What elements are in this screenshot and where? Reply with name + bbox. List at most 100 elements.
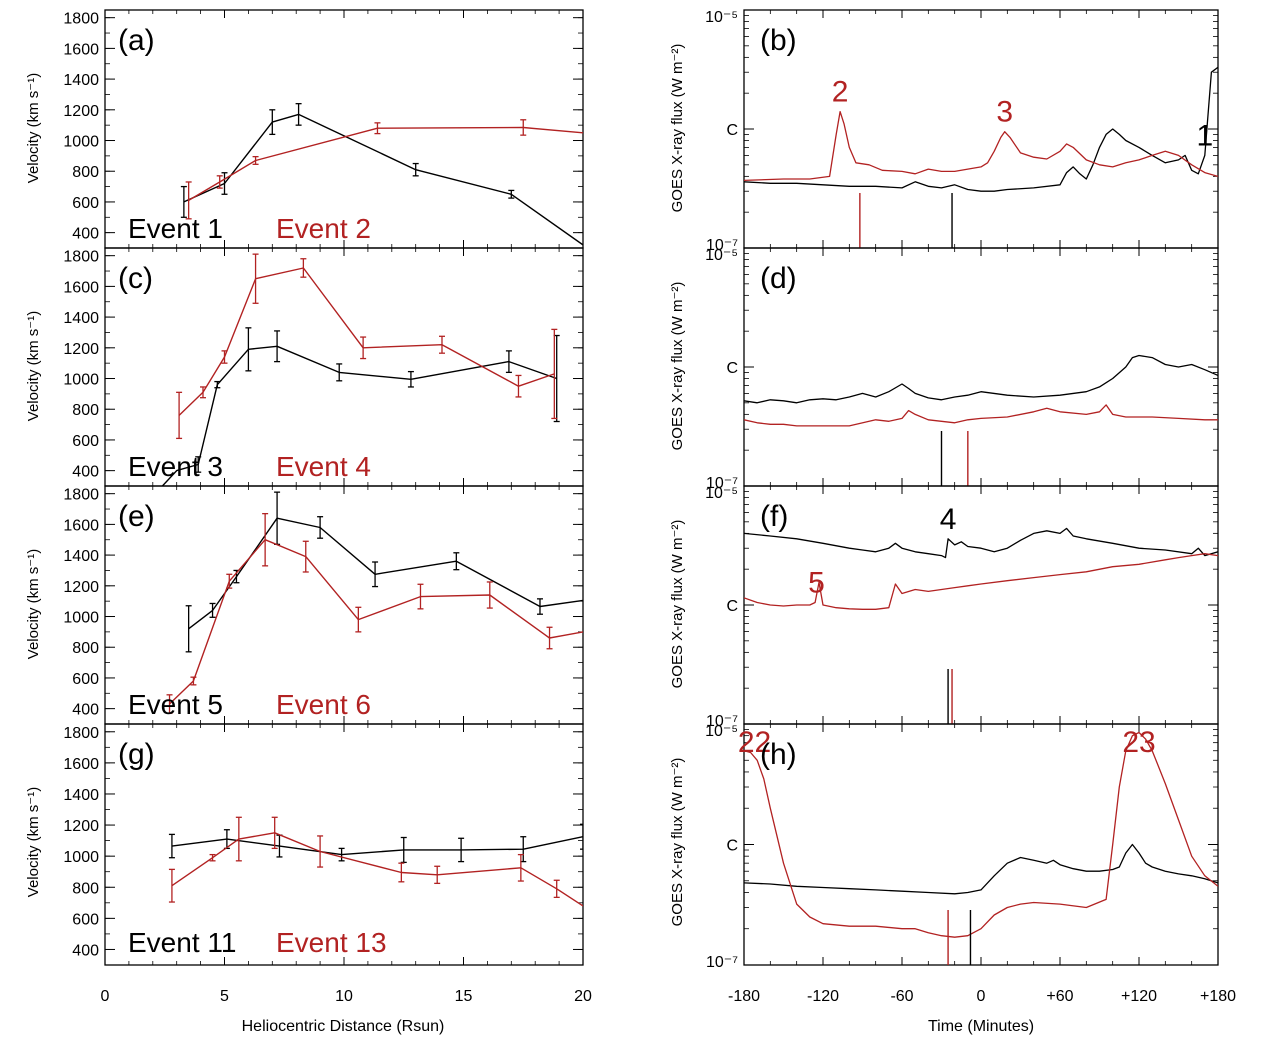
y-tick-label: 1600 [63, 517, 99, 534]
data-layer [168, 816, 583, 907]
y-axis-label: Velocity (km s⁻¹) [25, 549, 42, 659]
y-tick-label: 600 [72, 433, 99, 450]
y-axis-label: Velocity (km s⁻¹) [25, 787, 42, 897]
legend-event-11: Event 11 [128, 927, 236, 958]
y-tick-label: 1400 [63, 548, 99, 565]
y-tick-label: 800 [72, 880, 99, 897]
x-axis-label: Time (Minutes) [928, 1018, 1034, 1035]
data-layer [166, 491, 583, 714]
y-tick-label: C [726, 122, 738, 139]
data-layer [744, 731, 1218, 938]
data-layer [180, 103, 583, 246]
panel-b: 10⁻⁷ C 10⁻⁵ 1 2 3 (b) GOES X-ray flux (W m⁻²) [669, 9, 1219, 254]
y-axis-label: GOES X-ray flux (W m⁻²) [669, 758, 686, 927]
x-tick-label: +180 [1200, 988, 1236, 1005]
legend-event-1: Event 1 [128, 213, 223, 244]
x-tick-label: +120 [1121, 988, 1157, 1005]
y-tick-label: C [726, 598, 738, 615]
series-line-red [188, 126, 583, 202]
series-line-red [169, 539, 583, 705]
legend-event-3: Event 3 [128, 451, 223, 482]
data-layer [744, 354, 1218, 427]
panel-label: (c) [118, 262, 153, 295]
y-tick-label: 400 [72, 226, 99, 243]
legend-event-2: Event 2 [276, 213, 371, 244]
y-tick-label: 1400 [63, 72, 99, 89]
x-tick-label: 15 [455, 988, 473, 1005]
x-tick-label: -180 [728, 988, 760, 1005]
y-tick-label: 1200 [63, 103, 99, 120]
x-tick-label: 20 [574, 988, 592, 1005]
panel-g: 0 5 10 15 20 400 600 800 1000 1200 1400 1600 1800 (g… [25, 723, 592, 1035]
y-axis-label: Velocity (km s⁻¹) [25, 73, 42, 183]
x-axis-label: Heliocentric Distance (Rsun) [242, 1018, 445, 1035]
panel-label: (f) [760, 500, 788, 533]
x-tick-label: -120 [807, 988, 839, 1005]
y-tick-label: 400 [72, 942, 99, 959]
panel-label: (d) [760, 262, 797, 295]
flare-label: 1 [1196, 119, 1213, 152]
panel-label: (h) [760, 738, 797, 771]
panel-h: -180 -120 -60 0 +60 +120 +180 10⁻⁷ C 10⁻⁵ 22 23 (h)… [669, 723, 1236, 1035]
y-axis-label: Velocity (km s⁻¹) [25, 311, 42, 421]
x-tick-label: 0 [101, 988, 110, 1005]
y-tick-label: 10⁻⁵ [705, 485, 738, 502]
y-tick-label: 800 [72, 402, 99, 419]
y-axis-label: GOES X-ray flux (W m⁻²) [669, 520, 686, 689]
y-tick-label: 1800 [63, 725, 99, 742]
data-layer [161, 253, 560, 486]
y-tick-label: 10⁻⁵ [705, 9, 738, 26]
series-line-red [744, 110, 1218, 182]
y-tick-label: 10⁻⁷ [706, 713, 738, 730]
x-tick-label: 0 [977, 988, 986, 1005]
legend-event-5: Event 5 [128, 689, 223, 720]
y-tick-label: 1200 [63, 341, 99, 358]
series-line-black [744, 843, 1218, 895]
y-tick-label: 400 [72, 702, 99, 719]
legend-event-4: Event 4 [276, 451, 371, 482]
legend-event-6: Event 6 [276, 689, 371, 720]
legend-event-13: Event 13 [276, 927, 387, 958]
flare-label: 22 [738, 726, 771, 759]
plot-area: 10⁻⁷ C 10⁻⁵ 1 2 3 [705, 9, 1219, 254]
y-axis-label: GOES X-ray flux (W m⁻²) [669, 44, 686, 213]
y-tick-label: 600 [72, 195, 99, 212]
y-tick-label: 600 [72, 671, 99, 688]
panel-a: 400 600 800 1000 1200 1400 1600 1800 (a) Event … [25, 9, 584, 249]
y-tick-label: 1200 [63, 818, 99, 835]
plot-area: 0 5 10 15 20 400 600 800 1000 1200 1400 1600 1800 [63, 723, 592, 1005]
panel-label: (e) [118, 500, 155, 533]
data-layer [744, 66, 1218, 192]
y-tick-label: 1400 [63, 787, 99, 804]
x-tick-label: +60 [1046, 988, 1073, 1005]
y-tick-label: 1600 [63, 756, 99, 773]
series-line-black [744, 66, 1218, 192]
series-line-red [744, 404, 1218, 427]
y-tick-label: 1200 [63, 579, 99, 596]
flare-label: 4 [940, 503, 957, 536]
panel-c: 400 600 800 1000 1200 1400 1600 1800 (c) Event … [25, 247, 584, 487]
y-tick-label: 400 [72, 464, 99, 481]
panel-e: 400 600 800 1000 1200 1400 1600 1800 (e) Event … [25, 485, 584, 725]
series-line-red [171, 832, 583, 907]
y-tick-label: 1800 [63, 249, 99, 266]
y-tick-label: 800 [72, 164, 99, 181]
y-tick-label: 10⁻⁷ [706, 954, 738, 971]
y-tick-label: 800 [72, 640, 99, 657]
y-tick-label: C [726, 360, 738, 377]
x-tick-label: 10 [335, 988, 353, 1005]
data-layer [744, 527, 1218, 610]
y-tick-label: 600 [72, 911, 99, 928]
y-tick-label: 10⁻⁷ [706, 475, 738, 492]
y-tick-label: 1000 [63, 610, 99, 627]
series-line-black [744, 527, 1218, 559]
y-tick-label: 1400 [63, 310, 99, 327]
y-tick-label: 1800 [63, 487, 99, 504]
y-tick-label: 10⁻⁷ [706, 237, 738, 254]
series-line-black [161, 345, 557, 486]
series-line-black [171, 836, 583, 856]
y-tick-label: 1000 [63, 849, 99, 866]
y-tick-label: 1600 [63, 279, 99, 296]
